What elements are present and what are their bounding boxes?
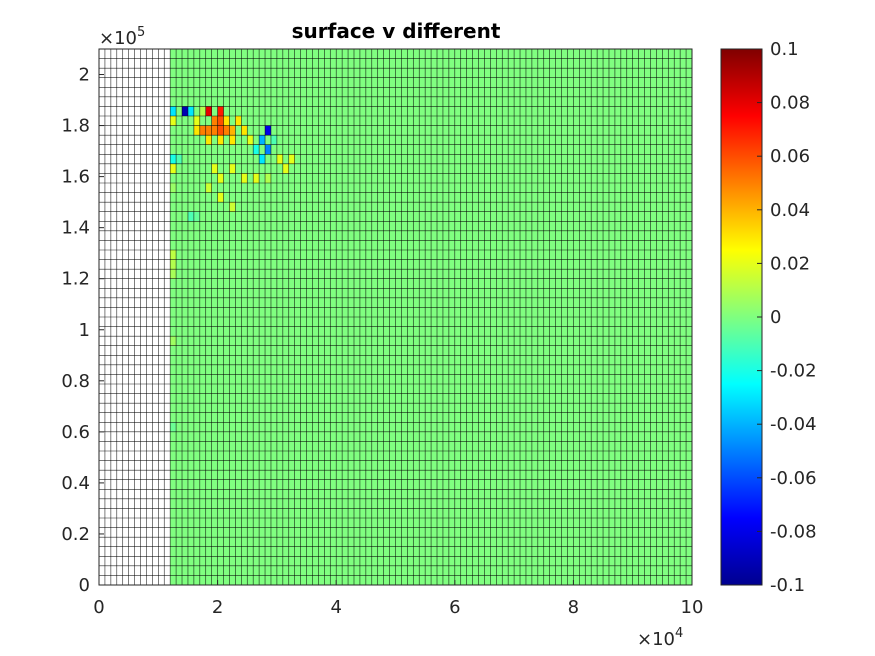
- y-exponent-label: ×105: [99, 25, 145, 49]
- heatmap-cell: [211, 163, 218, 174]
- y-tick-label: 0.2: [61, 524, 90, 545]
- heatmap-cell: [205, 125, 212, 136]
- y-tick-label: 0: [79, 575, 90, 596]
- heatmap-cell: [241, 125, 248, 136]
- heatmap-cell: [259, 135, 266, 145]
- heatmap-cell: [282, 163, 289, 174]
- y-tick-label: 1.4: [61, 218, 90, 239]
- heatmap-cell: [217, 192, 224, 203]
- x-tick-label: 10: [681, 597, 704, 618]
- x-tick-label: 2: [212, 597, 223, 618]
- colorbar-tick-label: -0.06: [770, 468, 817, 489]
- y-tick-label: 1.2: [61, 269, 90, 290]
- heatmap-cell: [241, 173, 248, 183]
- heatmap-cell: [217, 135, 224, 145]
- x-axis: 0 2 4 6 8 10: [93, 580, 703, 618]
- colorbar-gradient: [720, 48, 763, 586]
- colorbar-tick-label: 0.02: [770, 253, 810, 274]
- heatmap-cell: [205, 106, 212, 116]
- heatmap-cell: [253, 144, 260, 155]
- heatmap-cell: [265, 125, 271, 136]
- heatmap-cell: [253, 173, 260, 183]
- x-tick-label: 6: [449, 597, 460, 618]
- y-tick-label: 1: [79, 320, 90, 341]
- x-exponent-label: ×104: [637, 626, 683, 650]
- cell-grid-lines: [98, 48, 693, 586]
- colorbar-tick-label: 0.06: [770, 146, 810, 167]
- heatmap-cell: [199, 125, 206, 136]
- plot-frame: [98, 48, 693, 586]
- heatmap-cell: [170, 106, 177, 116]
- chart-title: surface v different: [292, 19, 501, 43]
- heatmap-cell: [170, 183, 177, 193]
- colorbar-tick-label: -0.02: [770, 361, 817, 382]
- heatmap-cell: [170, 269, 177, 279]
- heatmap-cell: [211, 116, 218, 126]
- plot-area: [98, 48, 693, 586]
- heatmap-cell: [247, 135, 254, 145]
- colorbar-tick-label: -0.1: [770, 575, 805, 596]
- heatmap-cell: [259, 154, 266, 164]
- heatmap-cell: [199, 106, 206, 116]
- heatmap-cell: [170, 336, 177, 346]
- heatmap-cell: [170, 154, 177, 164]
- heatmap-cell: [217, 116, 224, 126]
- heatmap-cell: [217, 106, 224, 116]
- heatmap-cell: [223, 116, 230, 126]
- colorbar: 0.1 0.08 0.06 0.04 0.02 0 -0.02 -0.04 -0.06 -0.08…: [720, 39, 817, 596]
- heatmap-cell: [170, 422, 177, 432]
- colorbar-tick-label: 0.08: [770, 93, 810, 114]
- heatmap-cell: [265, 173, 271, 183]
- heatmap-cell: [217, 173, 224, 183]
- heatmap-cell: [229, 125, 236, 136]
- heatmap-cell: [170, 163, 177, 174]
- heatmap-cell: [265, 144, 271, 155]
- x-tick-label: 0: [93, 597, 104, 618]
- heatmap-cell: [170, 259, 177, 270]
- heatmap-cell: [176, 154, 183, 164]
- y-tick-label: 2: [79, 65, 90, 86]
- heatmap-cell: [217, 125, 224, 136]
- heatmap-cell: [193, 116, 200, 126]
- colorbar-tick-label: -0.08: [770, 521, 817, 542]
- heatmap-cell: [223, 125, 230, 136]
- y-tick-label: 0.4: [61, 473, 90, 494]
- heatmap-cell: [270, 135, 277, 145]
- heatmap-cell: [193, 211, 200, 222]
- y-tick-label: 0.8: [61, 371, 90, 392]
- y-tick-label: 1.6: [61, 167, 90, 188]
- heatmap-cell: [170, 250, 177, 260]
- heatmap-cell: [187, 106, 194, 116]
- colorbar-tick-label: 0.04: [770, 200, 810, 221]
- colorbar-tick-label: -0.04: [770, 414, 817, 435]
- heatmap-cell: [276, 154, 283, 164]
- heatmap-cell: [235, 116, 242, 126]
- colorbar-tick-label: 0: [770, 307, 781, 328]
- heatmap-cell: [193, 125, 200, 136]
- heatmap-cell: [182, 106, 188, 116]
- colorbar-tick-label: 0.1: [770, 39, 799, 60]
- heatmap-cell: [288, 154, 295, 164]
- heatmap-cell: [205, 183, 212, 193]
- heatmap-cell: [211, 125, 218, 136]
- heatmap-cell: [229, 163, 236, 174]
- y-tick-label: 1.8: [61, 116, 90, 137]
- heatmap-cell: [187, 211, 194, 222]
- y-axis: 0 0.2 0.4 0.6 0.8 1 1.2 1.4 1.6 1.8 2: [61, 65, 104, 596]
- x-tick-label: 8: [568, 597, 579, 618]
- heatmap-cell: [170, 116, 177, 126]
- heatmap-cell: [229, 135, 236, 145]
- heatmap-cell: [229, 202, 236, 212]
- y-tick-label: 0.6: [61, 422, 90, 443]
- heatmap-cell: [205, 135, 212, 145]
- x-tick-label: 4: [330, 597, 341, 618]
